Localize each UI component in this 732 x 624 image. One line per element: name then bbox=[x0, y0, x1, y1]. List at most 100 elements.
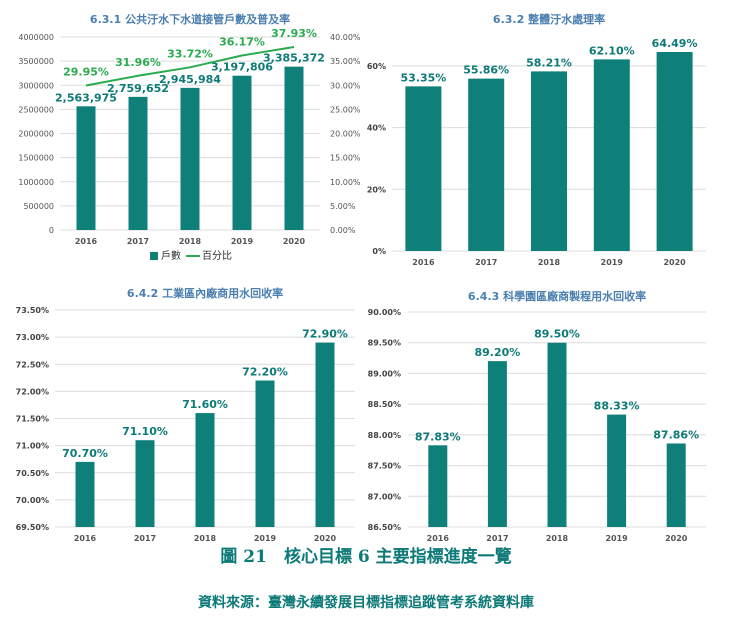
bar bbox=[128, 96, 148, 230]
bar-data-label: 55.86% bbox=[463, 64, 509, 77]
y-tick-label: 73.50% bbox=[16, 306, 49, 315]
bar-data-label: 72.20% bbox=[242, 366, 288, 379]
y-tick-label: 0% bbox=[372, 247, 386, 256]
bar bbox=[315, 342, 335, 527]
legend-line-label: 百分比 bbox=[202, 250, 232, 262]
y-tick-label: 20% bbox=[367, 185, 386, 194]
y2-tick-label: 25.00% bbox=[330, 105, 361, 114]
bar bbox=[405, 86, 442, 252]
y-tick-label: 71.50% bbox=[16, 415, 49, 424]
y-tick-label: 500000 bbox=[23, 202, 54, 211]
bar-data-label: 2,759,652 bbox=[107, 82, 169, 95]
y2-tick-label: 40.00% bbox=[330, 33, 361, 42]
y-tick-label: 72.50% bbox=[16, 360, 49, 369]
y-tick-label: 4000000 bbox=[18, 33, 54, 42]
chart-title: 6.4.3 科學園區廠商製程用水回收率 bbox=[468, 289, 646, 303]
bar-data-label: 87.83% bbox=[415, 430, 461, 443]
bar bbox=[656, 52, 693, 251]
y-tick-label: 87.50% bbox=[368, 462, 401, 471]
bar-data-label: 64.49% bbox=[652, 37, 698, 50]
y-tick-label: 2500000 bbox=[18, 105, 54, 114]
y-tick-label: 88.00% bbox=[368, 431, 401, 440]
x-tick-label: 2018 bbox=[538, 258, 561, 267]
x-tick-label: 2020 bbox=[665, 534, 688, 543]
x-tick-label: 2019 bbox=[231, 237, 254, 246]
y-tick-label: 69.50% bbox=[16, 523, 49, 532]
bar bbox=[76, 106, 96, 230]
line-data-label: 29.95% bbox=[63, 65, 109, 78]
bar bbox=[232, 75, 252, 230]
bar-data-label: 53.35% bbox=[400, 71, 446, 84]
y-tick-label: 90.00% bbox=[368, 308, 401, 317]
line-data-label: 31.96% bbox=[115, 56, 161, 69]
chart-title: 6.3.2 整體汙水處理率 bbox=[493, 12, 605, 26]
y-tick-label: 60% bbox=[367, 62, 386, 71]
x-tick-label: 2020 bbox=[283, 237, 306, 246]
x-tick-label: 2019 bbox=[605, 534, 628, 543]
bar-data-label: 2,945,984 bbox=[159, 73, 221, 86]
x-tick-label: 2019 bbox=[601, 258, 624, 267]
bar-data-label: 87.86% bbox=[653, 428, 699, 441]
figure-source: 資料來源：臺灣永續發展目標指標追蹤管考系統資料庫 bbox=[198, 595, 534, 611]
x-tick-label: 2017 bbox=[475, 258, 497, 267]
y-tick-label: 89.50% bbox=[368, 339, 401, 348]
y-tick-label: 86.50% bbox=[368, 523, 401, 532]
bar-data-label: 89.20% bbox=[474, 346, 520, 359]
bar bbox=[547, 342, 567, 527]
y-tick-label: 89.00% bbox=[368, 369, 401, 378]
bar bbox=[487, 361, 507, 527]
x-tick-label: 2018 bbox=[546, 534, 569, 543]
x-tick-label: 2020 bbox=[314, 534, 337, 543]
y2-tick-label: 20.00% bbox=[330, 130, 361, 139]
bar bbox=[428, 445, 448, 527]
y-tick-label: 88.50% bbox=[368, 400, 401, 409]
bar-data-label: 71.60% bbox=[182, 398, 228, 411]
bar bbox=[180, 87, 200, 231]
x-tick-label: 2019 bbox=[254, 534, 277, 543]
bar-data-label: 72.90% bbox=[302, 328, 348, 341]
bar-data-label: 58.21% bbox=[526, 56, 572, 69]
x-tick-label: 2016 bbox=[427, 534, 450, 543]
chart-title: 6.4.2 工業區內廠商用水回收率 bbox=[127, 286, 283, 300]
x-tick-label: 2020 bbox=[663, 258, 686, 267]
bar bbox=[666, 443, 686, 527]
y-tick-label: 3000000 bbox=[18, 81, 54, 90]
legend-bar-label: 戶數 bbox=[161, 249, 181, 262]
percent-line bbox=[85, 46, 295, 87]
bar bbox=[593, 59, 630, 252]
bar-data-label: 62.10% bbox=[589, 44, 635, 57]
y-tick-label: 72.00% bbox=[16, 387, 49, 396]
y-tick-label: 71.00% bbox=[16, 442, 49, 451]
bar-data-label: 2,563,975 bbox=[55, 91, 117, 104]
bar bbox=[607, 414, 627, 527]
line-data-label: 33.72% bbox=[167, 47, 213, 60]
bar bbox=[255, 380, 275, 527]
y2-tick-label: 15.00% bbox=[330, 154, 361, 163]
bar bbox=[195, 413, 215, 527]
bar-data-label: 3,197,806 bbox=[211, 61, 273, 74]
x-tick-label: 2016 bbox=[75, 237, 98, 246]
x-tick-label: 2017 bbox=[127, 237, 149, 246]
bar bbox=[135, 440, 155, 527]
y-tick-label: 73.00% bbox=[16, 333, 49, 342]
y-tick-label: 1000000 bbox=[18, 178, 54, 187]
bar-data-label: 71.10% bbox=[122, 425, 168, 438]
y-tick-label: 40% bbox=[367, 124, 386, 133]
y2-tick-label: 30.00% bbox=[330, 81, 361, 90]
x-tick-label: 2018 bbox=[179, 237, 202, 246]
line-data-label: 36.17% bbox=[219, 35, 265, 48]
figure-caption: 圖 21 核心目標 6 主要指標進度一覽 bbox=[220, 547, 512, 567]
x-tick-label: 2016 bbox=[74, 534, 97, 543]
bar-data-label: 3,385,372 bbox=[263, 52, 325, 65]
x-tick-label: 2017 bbox=[486, 534, 508, 543]
y-tick-label: 0 bbox=[49, 226, 54, 235]
bar bbox=[531, 71, 567, 251]
x-tick-label: 2016 bbox=[412, 258, 435, 267]
bar-data-label: 70.70% bbox=[62, 447, 108, 460]
x-tick-label: 2018 bbox=[194, 534, 217, 543]
y-tick-label: 3500000 bbox=[18, 57, 54, 66]
chart-title: 6.3.1 公共汙水下水道接管戶數及普及率 bbox=[90, 12, 290, 26]
y-tick-label: 70.50% bbox=[16, 469, 49, 478]
bar bbox=[468, 78, 505, 251]
